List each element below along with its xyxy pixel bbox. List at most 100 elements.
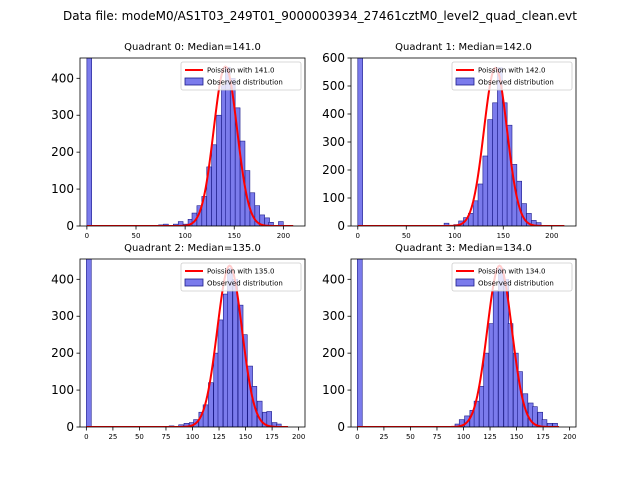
y-tick-label: 100 — [51, 383, 74, 397]
legend-label-observed: Observed distribution — [478, 280, 554, 288]
histogram-bar — [232, 279, 239, 427]
y-tick-label: 0 — [337, 219, 345, 233]
x-tick-label: 200 — [292, 433, 305, 441]
histogram-bar — [498, 267, 504, 427]
legend-box — [180, 262, 302, 292]
x-tick-label: 100 — [186, 433, 199, 441]
legend-label-poisson: Poission with 142.0 — [478, 67, 546, 75]
poisson-fit-line — [86, 264, 289, 427]
x-tick-label: 50 — [132, 232, 141, 240]
legend: Poission with 134.0 Observed distribution — [451, 262, 573, 292]
subplot-quadrant-2: Quadrant 2: Median=135.0 0 100 200 300 400 0 25… — [51, 243, 306, 441]
histogram-bar — [216, 114, 222, 226]
x-tick-label: 75 — [433, 433, 442, 441]
histogram-bar — [208, 382, 214, 427]
x-tick-label: 125 — [483, 433, 496, 441]
y-tick-label: 100 — [322, 191, 345, 205]
x-tick-label: 50 — [135, 433, 144, 441]
subplot-title: Quadrant 2: Median=135.0 — [124, 243, 261, 254]
subplot-title: Quadrant 3: Median=134.0 — [395, 243, 532, 254]
y-tick-label: 500 — [322, 79, 345, 93]
legend-label-poisson: Poission with 135.0 — [207, 268, 275, 276]
x-tick-label: 0 — [85, 232, 89, 240]
legend-bar-swatch — [184, 278, 204, 287]
y-tick-label: 0 — [66, 420, 74, 434]
legend: Poission with 135.0 Observed distribution — [180, 262, 302, 292]
histogram-bar — [278, 221, 284, 226]
x-tick-label: 150 — [239, 433, 252, 441]
x-tick-label: 0 — [84, 433, 88, 441]
x-tick-label: 50 — [406, 433, 415, 441]
y-tick-label: 300 — [51, 108, 74, 122]
x-tick-label: 200 — [277, 232, 290, 240]
histogram-bar — [357, 259, 363, 427]
subplot-quadrant-1: Quadrant 1: Median=142.00100200300400500… — [322, 42, 577, 240]
subplot-title: Quadrant 0: Median=141.0 — [124, 42, 261, 53]
histogram-bar — [86, 58, 92, 226]
y-tick-label: 200 — [322, 163, 345, 177]
histogram-bar — [264, 217, 270, 226]
histogram-bar — [211, 144, 217, 226]
x-tick-label: 100 — [448, 232, 461, 240]
x-tick-label: 175 — [265, 433, 278, 441]
y-tick-label: 400 — [322, 107, 345, 121]
subplot-title: Quadrant 1: Median=142.0 — [395, 42, 532, 53]
histogram-bar — [242, 334, 248, 427]
legend-bar-swatch — [184, 77, 204, 86]
x-tick-label: 150 — [510, 433, 523, 441]
y-tick-label: 200 — [322, 346, 345, 360]
y-tick-label: 400 — [51, 272, 74, 286]
x-tick-label: 0 — [355, 433, 359, 441]
y-tick-label: 400 — [322, 272, 345, 286]
plot-area — [86, 58, 294, 226]
histogram-bar — [227, 267, 233, 427]
legend-label-observed: Observed distribution — [478, 79, 554, 87]
plot-area — [357, 58, 565, 226]
x-tick-label: 50 — [402, 232, 411, 240]
x-tick-label: 0 — [356, 232, 360, 240]
x-tick-label: 100 — [457, 433, 470, 441]
histogram-bar — [532, 406, 538, 427]
histogram-bar — [487, 119, 493, 226]
x-tick-label: 125 — [212, 433, 225, 441]
legend-bar-swatch — [455, 278, 475, 287]
x-tick-label: 75 — [162, 433, 171, 441]
y-tick-label: 0 — [66, 219, 74, 233]
subplot-quadrant-3: Quadrant 3: Median=134.0 0 100 200 300 400 0 25… — [322, 243, 577, 441]
figure-suptitle: Data file: modeM0/AS1T03_249T01_90000039… — [63, 9, 577, 23]
histogram-bar — [492, 290, 499, 427]
axes-frame — [79, 57, 306, 227]
plot-area — [357, 259, 560, 427]
y-tick-label: 300 — [322, 135, 345, 149]
histogram-bar — [482, 155, 489, 226]
histogram-bar — [217, 319, 224, 427]
poisson-fit-line — [357, 264, 560, 427]
x-tick-label: 25 — [379, 433, 388, 441]
legend-label-poisson: Poission with 141.0 — [207, 67, 275, 75]
y-tick-label: 200 — [51, 145, 74, 159]
legend-label-poisson: Poission with 134.0 — [478, 268, 546, 276]
y-tick-label: 100 — [51, 182, 74, 196]
histogram-bar — [86, 259, 92, 427]
histogram-bar — [357, 58, 363, 226]
y-tick-label: 300 — [322, 309, 345, 323]
subplot-quadrant-0: Quadrant 0: Median=141.0 0 100 200 300 400 0 50… — [51, 42, 306, 240]
y-tick-label: 300 — [51, 309, 74, 323]
poisson-fit-line — [86, 65, 294, 226]
y-tick-label: 200 — [51, 346, 74, 360]
legend: Poission with 142.0 Observed distribution — [451, 61, 573, 91]
x-tick-label: 150 — [497, 232, 510, 240]
legend-label-observed: Observed distribution — [207, 280, 283, 288]
y-tick-label: 0 — [337, 420, 345, 434]
legend-label-observed: Observed distribution — [207, 79, 283, 87]
histogram-bar — [225, 66, 231, 226]
x-tick-label: 100 — [178, 232, 191, 240]
y-tick-label: 400 — [51, 71, 74, 85]
x-tick-label: 25 — [108, 433, 117, 441]
y-tick-label: 600 — [322, 51, 345, 65]
legend-box — [180, 61, 302, 91]
subplot-grid: Quadrant 0: Median=141.0 0 100 200 300 400 0 50… — [51, 42, 577, 441]
y-tick-label: 100 — [322, 383, 345, 397]
histogram-bar — [472, 200, 479, 226]
